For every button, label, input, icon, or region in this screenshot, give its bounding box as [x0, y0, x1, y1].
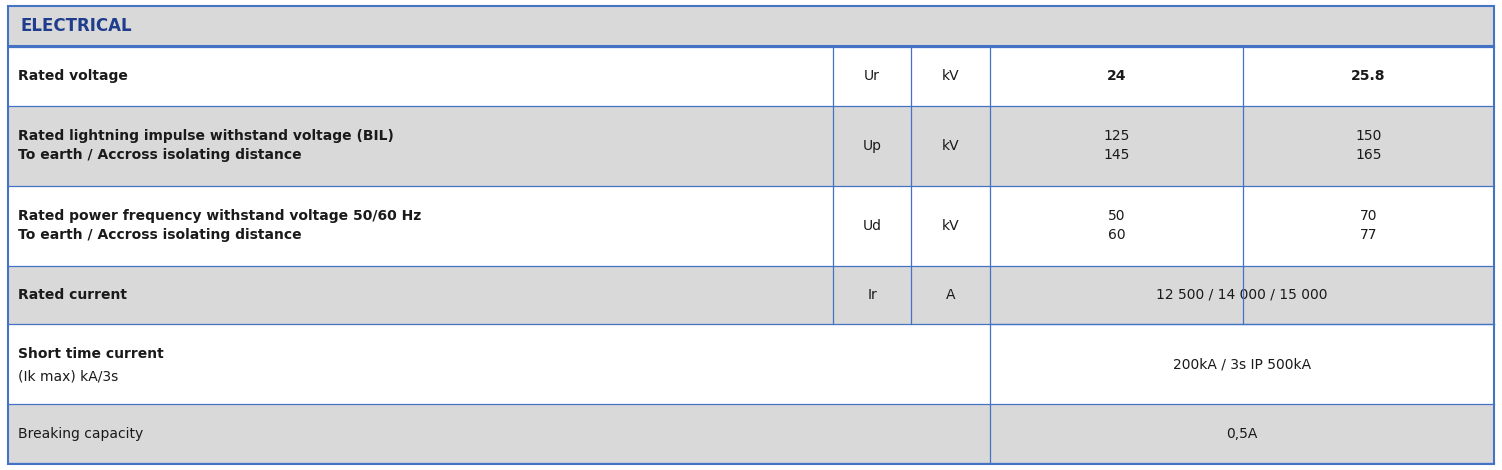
Text: kV: kV	[942, 139, 960, 153]
Text: 150
165: 150 165	[1355, 129, 1382, 162]
Bar	[8, 266, 1494, 324]
Bar	[8, 404, 1494, 463]
Text: 125
145: 125 145	[1104, 129, 1130, 162]
Text: ELECTRICAL: ELECTRICAL	[20, 17, 132, 35]
Text: Ur: Ur	[864, 70, 880, 83]
Text: 12 500 / 14 000 / 15 000: 12 500 / 14 000 / 15 000	[1157, 288, 1328, 302]
Text: Ud: Ud	[862, 219, 882, 233]
Text: (Ik max) kA/3s: (Ik max) kA/3s	[18, 369, 119, 384]
Bar	[8, 324, 1494, 404]
Text: kV: kV	[942, 70, 960, 83]
Bar	[8, 6, 1494, 46]
Text: Rated voltage: Rated voltage	[18, 70, 128, 83]
Bar	[8, 106, 1494, 186]
Text: 50
60: 50 60	[1108, 210, 1125, 242]
Text: 0,5A: 0,5A	[1227, 427, 1257, 441]
Text: Rated current: Rated current	[18, 288, 128, 302]
Text: Rated lightning impulse withstand voltage (BIL)
To earth / Accross isolating dis: Rated lightning impulse withstand voltag…	[18, 129, 394, 162]
Text: 200kA / 3s IP 500kA: 200kA / 3s IP 500kA	[1173, 357, 1311, 371]
Text: 25.8: 25.8	[1352, 70, 1386, 83]
Text: A: A	[946, 288, 955, 302]
Text: Breaking capacity: Breaking capacity	[18, 427, 143, 441]
Text: 24: 24	[1107, 70, 1126, 83]
Text: Ir: Ir	[867, 288, 877, 302]
Text: Up: Up	[862, 139, 882, 153]
Text: kV: kV	[942, 219, 960, 233]
Text: 70
77: 70 77	[1359, 210, 1377, 242]
Text: Short time current: Short time current	[18, 347, 164, 361]
Bar	[8, 47, 1494, 106]
Text: Rated power frequency withstand voltage 50/60 Hz
To earth / Accross isolating di: Rated power frequency withstand voltage …	[18, 210, 421, 242]
Bar	[8, 186, 1494, 266]
